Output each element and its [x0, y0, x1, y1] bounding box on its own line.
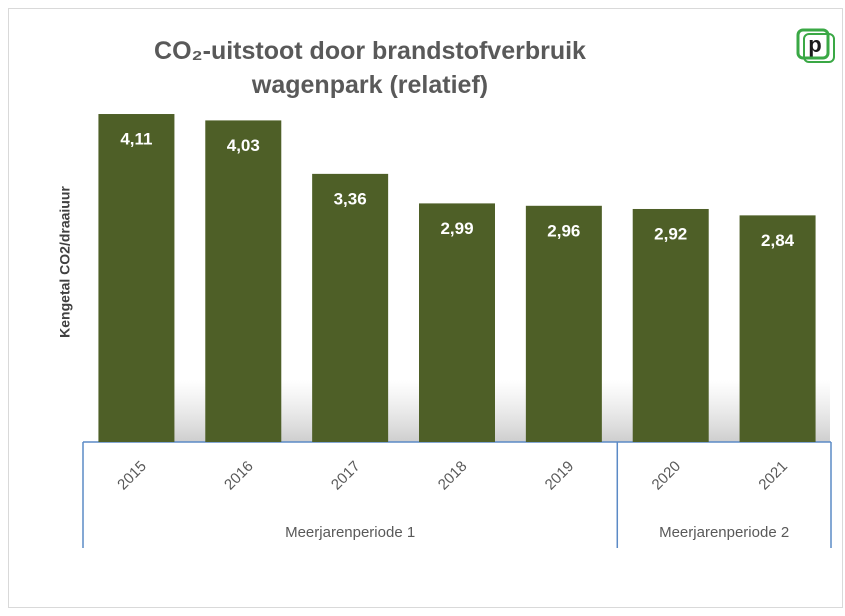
- x-tick-label: 2019: [542, 458, 578, 494]
- bar: [205, 120, 282, 442]
- group-label: Meerjarenperiode 2: [659, 524, 789, 541]
- data-label: 2,92: [654, 224, 687, 243]
- data-label: 2,99: [440, 219, 473, 238]
- data-label: 2,84: [761, 231, 795, 250]
- data-label: 2,96: [547, 221, 580, 240]
- data-label: 3,36: [334, 189, 367, 208]
- group-label: Meerjarenperiode 1: [285, 524, 415, 541]
- y-axis-label: Kengetal CO2/draaiuur: [57, 186, 73, 338]
- bar: [739, 215, 816, 442]
- x-tick-label: 2017: [328, 458, 364, 494]
- logo-text: p: [808, 32, 821, 57]
- bar: [632, 208, 709, 442]
- logo: p: [796, 28, 835, 63]
- bar: [525, 205, 602, 442]
- bar: [419, 203, 495, 442]
- x-tick-label: 2021: [755, 458, 791, 494]
- x-tick-label: 2016: [221, 458, 257, 494]
- x-tick-label: 2020: [649, 458, 685, 494]
- data-label: 4,11: [120, 130, 152, 149]
- data-label: 4,03: [227, 136, 260, 155]
- x-tick-label: 2015: [114, 458, 150, 494]
- logo-frame: [803, 33, 835, 63]
- chart-title: CO₂-uitstoot door brandstofverbruik wage…: [154, 37, 586, 99]
- bar: [312, 173, 389, 442]
- bar: [98, 114, 175, 442]
- logo-frame: [796, 28, 830, 60]
- x-tick-label: 2018: [435, 458, 471, 494]
